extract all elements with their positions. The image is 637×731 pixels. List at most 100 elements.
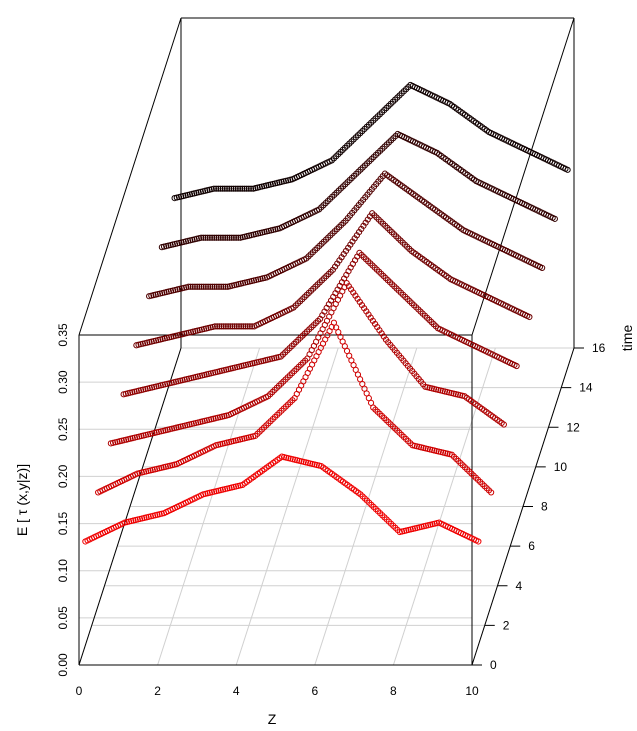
data-point — [220, 323, 227, 330]
data-point — [222, 283, 229, 290]
data-point — [238, 323, 245, 330]
data-point — [218, 283, 225, 290]
data-point — [239, 185, 246, 192]
z-tick-label: 8 — [541, 500, 548, 514]
data-point — [244, 323, 251, 330]
box-edge — [78, 17, 182, 336]
data-point — [191, 283, 199, 290]
z-tick-label: 10 — [554, 460, 568, 474]
data-point — [222, 323, 229, 330]
data-point — [221, 185, 228, 192]
z-tick-label: 0 — [490, 658, 497, 672]
data-point — [213, 185, 220, 192]
y-tick-label: 0.05 — [56, 606, 70, 630]
data-point — [226, 185, 233, 192]
box-edge — [78, 347, 182, 666]
x-tick-label: 6 — [311, 684, 318, 698]
data-point — [233, 234, 240, 241]
z-tick-label: 4 — [516, 579, 523, 593]
data-point — [230, 185, 237, 192]
data-point — [207, 283, 214, 290]
box-edge — [471, 17, 575, 336]
y-tick-label: 0.10 — [56, 559, 70, 583]
data-point — [218, 323, 225, 330]
data-point — [224, 234, 231, 241]
data-point — [211, 234, 218, 241]
data-point — [226, 234, 233, 241]
x-axis-title: Z — [268, 711, 277, 727]
data-point — [234, 185, 242, 192]
data-point — [222, 234, 229, 241]
data-point — [232, 185, 239, 192]
data-point — [223, 185, 231, 192]
data-point — [187, 283, 194, 290]
data-point — [233, 323, 240, 330]
data-point — [202, 234, 209, 241]
data-point — [235, 234, 242, 241]
y-tick-label: 0.25 — [56, 417, 70, 441]
data-point — [198, 283, 205, 290]
data-point — [247, 185, 255, 192]
data-point — [210, 185, 218, 192]
data-point — [240, 323, 247, 330]
z-tick-label: 16 — [592, 341, 606, 355]
x-tick-label: 0 — [76, 684, 83, 698]
data-point — [248, 323, 256, 330]
y-tick-label: 0.15 — [56, 512, 70, 536]
data-point — [214, 323, 221, 330]
data-point — [202, 283, 209, 290]
data-point — [513, 362, 520, 370]
data-point — [539, 264, 546, 272]
x-tick-label: 10 — [465, 684, 479, 698]
data-point — [246, 323, 254, 330]
data-point — [213, 234, 220, 241]
y-tick-label: 0.30 — [56, 370, 70, 394]
data-point — [208, 234, 216, 241]
data-point — [242, 323, 249, 330]
data-point — [228, 185, 235, 192]
data-point — [189, 283, 196, 290]
data-point — [217, 185, 224, 192]
data-point — [241, 185, 248, 192]
data-point — [215, 234, 222, 241]
data-point — [220, 283, 227, 290]
data-point — [204, 283, 212, 290]
plot-box — [78, 17, 575, 666]
y-tick-label: 0.35 — [56, 323, 70, 347]
data-point — [213, 283, 220, 290]
data-point — [229, 323, 236, 330]
data-points — [82, 81, 571, 545]
data-point — [227, 323, 234, 330]
data-point — [500, 421, 507, 428]
data-point — [215, 185, 222, 192]
data-point — [198, 234, 205, 241]
data-point — [216, 323, 223, 330]
data-point — [200, 234, 207, 241]
data-point — [551, 215, 558, 222]
data-point — [219, 234, 227, 241]
data-point — [209, 283, 216, 290]
data-point — [235, 323, 243, 330]
data-point — [217, 234, 224, 241]
data-point — [211, 283, 218, 290]
data-point — [215, 283, 223, 290]
y-axis-title: E [ τ (x,y|z)] — [14, 464, 30, 536]
z-tick-label: 2 — [503, 618, 510, 632]
data-point — [231, 323, 238, 330]
y-tick-label: 0.00 — [56, 653, 70, 677]
data-point — [526, 313, 533, 321]
data-point — [206, 234, 214, 241]
z-axis-title: time — [619, 325, 635, 352]
data-point — [224, 323, 232, 330]
data-point — [488, 489, 495, 496]
data-point — [204, 234, 211, 241]
x-tick-label: 4 — [233, 684, 240, 698]
data-point — [196, 283, 203, 290]
data-point — [211, 323, 219, 330]
z-tick-label: 12 — [567, 420, 581, 434]
z-tick-label: 6 — [528, 539, 535, 553]
data-point — [237, 185, 244, 192]
data-point — [243, 185, 250, 192]
x-tick-label: 8 — [390, 684, 397, 698]
